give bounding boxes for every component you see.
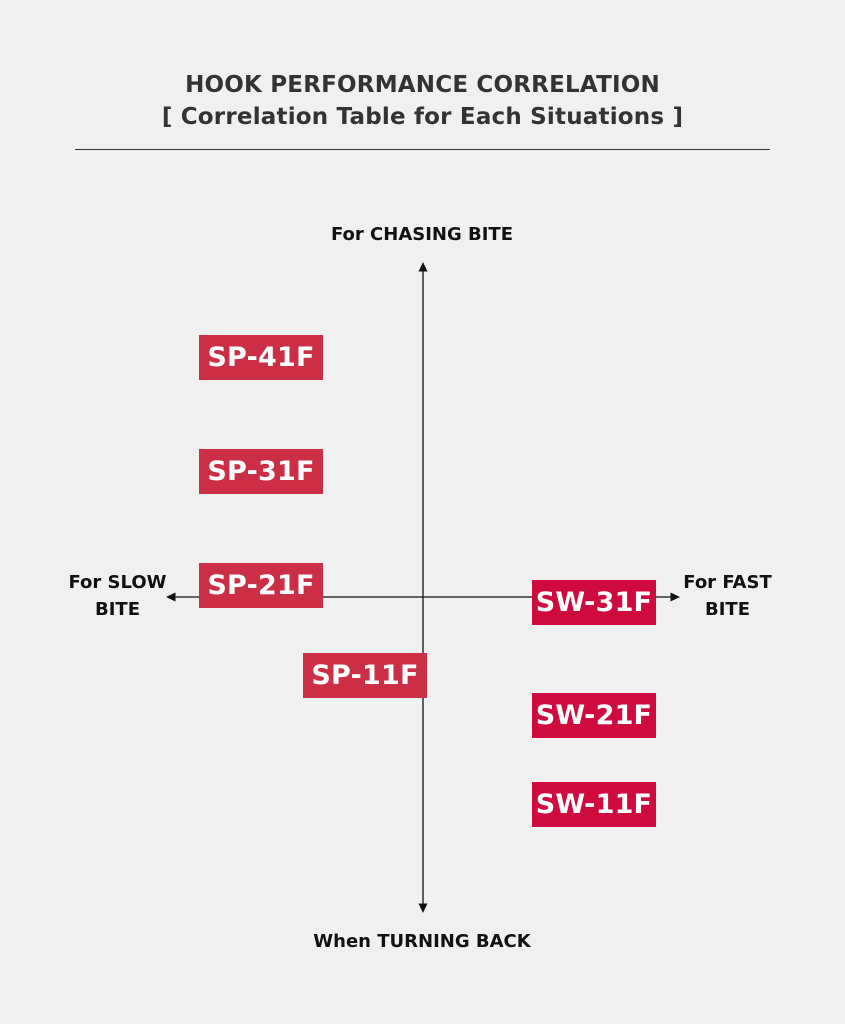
axis-label-slow-bite: For SLOW BITE bbox=[55, 569, 180, 623]
axis-label-chasing-bite: For CHASING BITE bbox=[330, 224, 514, 245]
title-divider bbox=[75, 149, 770, 150]
page-title: HOOK PERFORMANCE CORRELATION bbox=[185, 72, 660, 98]
arrow-down-icon bbox=[418, 903, 428, 913]
axis-label-fast-bite: For FAST BITE bbox=[665, 569, 790, 623]
arrow-left-icon bbox=[166, 592, 176, 602]
product-tag-sp-31f: SP-31F bbox=[199, 449, 323, 494]
axis-label-slow-line2: BITE bbox=[95, 599, 140, 620]
vertical-axis bbox=[418, 262, 428, 913]
arrow-right-icon bbox=[670, 592, 680, 602]
arrow-up-icon bbox=[418, 262, 428, 272]
product-tag-sw-11f: SW-11F bbox=[532, 782, 656, 827]
product-tag-sp-21f: SP-21F bbox=[199, 563, 323, 608]
axis-label-slow-line1: For SLOW bbox=[68, 572, 167, 593]
axis-label-turning-back: When TURNING BACK bbox=[313, 931, 531, 952]
axis-label-fast-line1: For FAST bbox=[683, 572, 772, 593]
product-tag-sw-31f: SW-31F bbox=[532, 580, 656, 625]
product-tag-sp-11f: SP-11F bbox=[303, 653, 427, 698]
axis-label-fast-line2: BITE bbox=[705, 599, 750, 620]
page-subtitle: [ Correlation Table for Each Situations … bbox=[161, 104, 684, 130]
product-tag-sw-21f: SW-21F bbox=[532, 693, 656, 738]
product-tag-sp-41f: SP-41F bbox=[199, 335, 323, 380]
